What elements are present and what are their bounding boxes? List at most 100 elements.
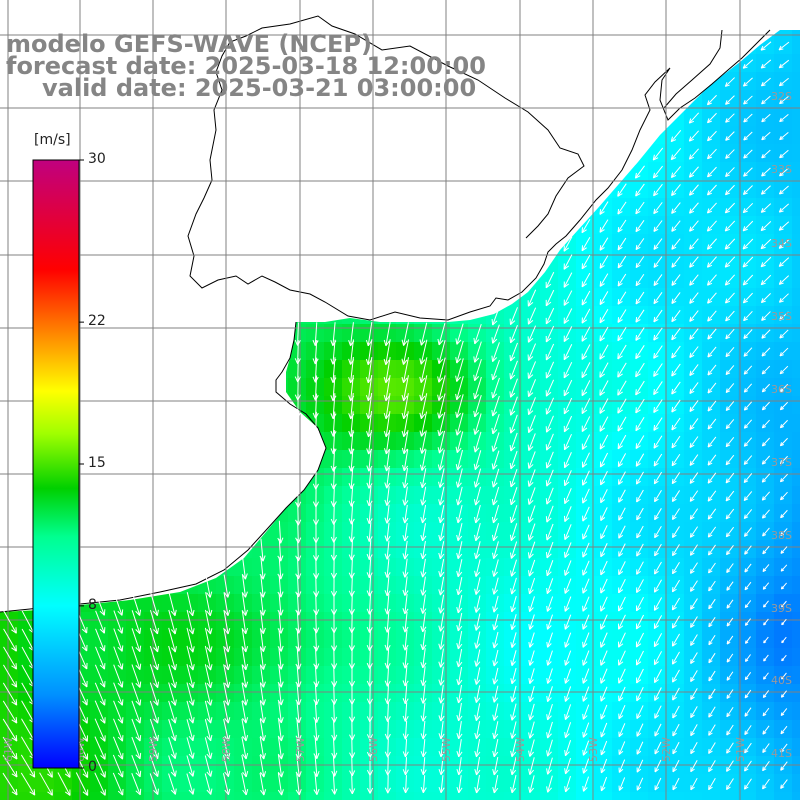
wind-speed-cell bbox=[630, 576, 649, 595]
wind-speed-cell bbox=[360, 666, 379, 685]
wind-speed-cell bbox=[738, 162, 757, 181]
wind-speed-cell bbox=[90, 792, 109, 800]
wind-arrow bbox=[778, 41, 790, 51]
wind-speed-cell bbox=[756, 234, 775, 253]
coastline-lagoon bbox=[663, 29, 723, 109]
wind-speed-cell bbox=[360, 612, 379, 631]
wind-arrow bbox=[456, 559, 463, 578]
wind-arrow bbox=[635, 471, 644, 485]
wind-speed-cell bbox=[702, 558, 721, 577]
wind-arrow bbox=[634, 165, 645, 179]
wind-speed-cell bbox=[360, 774, 379, 793]
wind-speed-cell bbox=[594, 378, 613, 397]
wind-speed-cell bbox=[702, 306, 721, 325]
wind-speed-cell bbox=[306, 792, 325, 800]
wind-speed-cell bbox=[360, 684, 379, 703]
wind-speed-cell bbox=[540, 738, 559, 757]
wind-speed-cell bbox=[720, 360, 739, 379]
wind-speed-cell bbox=[360, 504, 379, 523]
wind-arrow bbox=[473, 450, 482, 471]
wind-speed-cell bbox=[630, 702, 649, 721]
wind-arrow bbox=[653, 220, 663, 232]
wind-arrow bbox=[689, 310, 699, 322]
wind-arrow bbox=[527, 505, 536, 523]
wind-arrow bbox=[707, 310, 717, 322]
wind-arrow bbox=[491, 359, 500, 381]
wind-speed-cell bbox=[792, 216, 800, 235]
wind-speed-cell bbox=[630, 342, 649, 361]
wind-speed-cell bbox=[162, 792, 181, 800]
wind-arrow bbox=[743, 310, 753, 322]
wind-speed-cell bbox=[612, 396, 631, 415]
wind-speed-cell bbox=[720, 558, 739, 577]
wind-speed-cell bbox=[756, 504, 775, 523]
wind-arrow bbox=[491, 413, 500, 435]
wind-speed-cell bbox=[702, 450, 721, 469]
wind-arrow bbox=[545, 343, 555, 361]
wind-arrow bbox=[707, 436, 717, 448]
wind-arrow bbox=[760, 221, 772, 232]
wind-arrow bbox=[456, 523, 463, 542]
wind-speed-cell bbox=[594, 666, 613, 685]
wind-speed-cell bbox=[378, 432, 397, 451]
wind-speed-cell bbox=[198, 666, 217, 685]
wind-arrow bbox=[600, 543, 608, 558]
wind-arrow bbox=[438, 541, 445, 560]
wind-arrow bbox=[617, 201, 627, 215]
wind-speed-cell bbox=[324, 702, 343, 721]
wind-speed-cell bbox=[468, 720, 487, 739]
wind-speed-cell bbox=[774, 396, 793, 415]
wind-arrow bbox=[402, 522, 409, 542]
wind-arrow bbox=[689, 274, 699, 286]
wind-speed-cell bbox=[342, 468, 361, 487]
wind-speed-cell bbox=[792, 522, 800, 541]
wind-speed-cell bbox=[432, 432, 451, 451]
wind-speed-cell bbox=[252, 684, 271, 703]
wind-speed-cell bbox=[360, 522, 379, 541]
wind-arrow bbox=[420, 523, 427, 542]
wind-speed-cell bbox=[360, 738, 379, 757]
wind-speed-cell bbox=[306, 576, 325, 595]
wind-arrow bbox=[779, 113, 789, 123]
wind-arrow bbox=[491, 486, 500, 506]
wind-speed-cell bbox=[630, 486, 649, 505]
wind-arrow bbox=[636, 489, 644, 503]
wind-speed-cell bbox=[216, 684, 235, 703]
wind-speed-cell bbox=[558, 558, 577, 577]
wind-arrow bbox=[617, 327, 627, 342]
wind-arrow bbox=[618, 489, 626, 503]
wind-speed-cell bbox=[594, 702, 613, 721]
wind-speed-cell bbox=[666, 540, 685, 559]
wind-speed-cell bbox=[756, 72, 775, 91]
wind-speed-cell bbox=[774, 234, 793, 253]
wind-speed-cell bbox=[774, 486, 793, 505]
wind-speed-cell bbox=[450, 594, 469, 613]
wind-speed-cell bbox=[378, 738, 397, 757]
wind-arrow bbox=[545, 487, 554, 505]
wind-speed-cell bbox=[504, 468, 523, 487]
wind-arrow bbox=[384, 522, 391, 542]
wind-speed-cell bbox=[630, 774, 649, 793]
wind-speed-cell bbox=[414, 540, 433, 559]
wind-arrow bbox=[707, 166, 717, 178]
wind-arrow bbox=[779, 437, 788, 447]
wind-arrow bbox=[671, 184, 681, 196]
wind-speed-cell bbox=[432, 378, 451, 397]
wind-speed-cell bbox=[414, 432, 433, 451]
wind-speed-cell bbox=[774, 216, 793, 235]
wind-speed-cell bbox=[198, 720, 217, 739]
wind-speed-cell bbox=[792, 306, 800, 325]
wind-speed-cell bbox=[702, 252, 721, 271]
wind-arrow bbox=[437, 357, 446, 383]
wind-speed-cell bbox=[684, 504, 703, 523]
lat-label: 37S bbox=[771, 456, 792, 469]
wind-speed-cell bbox=[288, 576, 307, 595]
wind-speed-cell bbox=[630, 360, 649, 379]
wind-arrow bbox=[743, 347, 753, 357]
wind-arrow bbox=[599, 201, 609, 215]
wind-arrow bbox=[742, 59, 754, 69]
wind-arrow bbox=[635, 201, 645, 215]
wind-speed-cell bbox=[666, 306, 685, 325]
wind-speed-cell bbox=[360, 450, 379, 469]
wind-speed-cell bbox=[342, 324, 361, 343]
